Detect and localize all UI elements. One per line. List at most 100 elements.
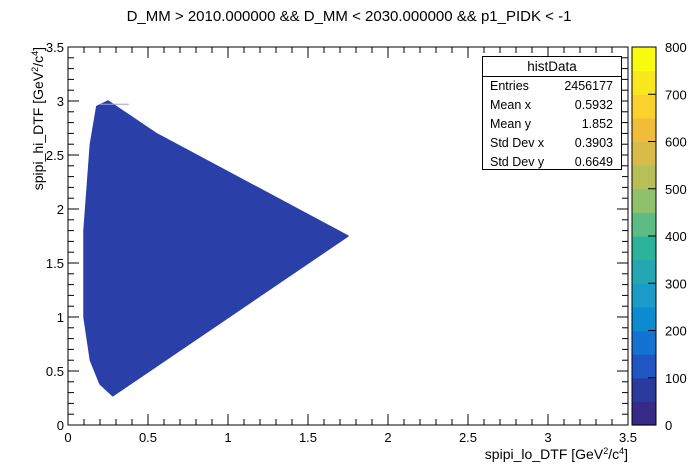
label-text: ] (624, 446, 628, 462)
stats-box: histData Entries 2456177 Mean x 0.5932 M… (482, 56, 622, 170)
label-text: c (30, 56, 46, 63)
colorbar-segment (632, 354, 656, 379)
colorbar-segment (632, 377, 656, 402)
colorbar-segment (632, 306, 656, 332)
label-text: e (30, 81, 46, 89)
stats-row-mean-x: Mean x 0.5932 (483, 96, 621, 115)
label-text: i (510, 446, 513, 462)
y-tick-label: 0 (57, 418, 64, 433)
label-text: o (525, 446, 533, 462)
stats-label: Std Dev y (490, 155, 545, 169)
label-text: p (492, 446, 500, 462)
label-text: p (503, 446, 511, 462)
stats-value: 0.3903 (574, 136, 613, 150)
x-tick-label: 1 (224, 430, 231, 445)
x-tick-label: 1.5 (299, 430, 317, 445)
label-text: l (521, 446, 524, 462)
label-text: p (30, 175, 46, 183)
label-text: c (612, 446, 619, 462)
y-tick-label: 0.5 (46, 364, 64, 379)
x-tick-label: 0 (64, 430, 71, 445)
y-tick-label: 1.5 (46, 256, 64, 271)
label-text: i (500, 446, 503, 462)
label-text: G (575, 446, 586, 462)
superscript: 2 (30, 67, 40, 72)
x-tick-label: 2 (384, 430, 391, 445)
y-tick-label: 2.5 (46, 148, 64, 163)
label-text: / (608, 446, 612, 462)
y-tick-label: 1 (57, 310, 64, 325)
stats-row-mean-y: Mean y 1.852 (483, 115, 621, 134)
label-text: _ (531, 446, 540, 462)
label-text: V (30, 71, 46, 81)
colorbar-tick-label: 100 (665, 371, 687, 386)
label-text: [ (30, 100, 46, 104)
y-tick-label: 2 (57, 202, 64, 217)
chart-title: D_MM > 2010.000000 && D_MM < 2030.000000… (127, 8, 572, 25)
colorbar-segment (632, 188, 656, 213)
colorbar-tick-label: 200 (665, 324, 687, 339)
x-tick-label: 2.5 (459, 430, 477, 445)
colorbar-segment (632, 165, 656, 190)
label-text: T (550, 446, 559, 462)
colorbar-segment (632, 330, 656, 355)
label-text: / (30, 63, 46, 67)
colorbar-tick-label: 300 (665, 276, 687, 291)
colorbar-segment (632, 141, 656, 166)
x-axis-label: spipi_lo_DTF [GeV2/c4] (485, 446, 628, 462)
colorbar-segment (632, 401, 656, 426)
y-axis-label: spipi_hi_DTF [GeV2/c4] (30, 47, 46, 190)
stats-row-stddev-y: Std Dev y 0.6649 (483, 153, 621, 172)
label-text: _ (513, 446, 522, 462)
colorbar-segment (632, 47, 656, 72)
stats-label: Std Dev x (490, 136, 545, 150)
label-text: G (30, 89, 46, 100)
superscript: 4 (30, 51, 40, 56)
x-tick-label: 0.5 (139, 430, 157, 445)
label-text: _ (30, 135, 46, 144)
label-text: i (30, 172, 46, 175)
stats-row-entries: Entries 2456177 (483, 77, 621, 96)
label-text: F (559, 446, 568, 462)
y-tick-label: 3 (57, 94, 64, 109)
colorbar-segment (632, 212, 656, 237)
superscript: 4 (619, 446, 624, 456)
colorbar-tick-label: 0 (665, 418, 672, 433)
x-tick-label: 3 (544, 430, 551, 445)
label-text: [ (571, 446, 575, 462)
colorbar-tick-label: 500 (665, 182, 687, 197)
colorbar-segment (632, 236, 656, 261)
stats-value: 2456177 (564, 79, 613, 93)
stats-label: Entries (490, 79, 529, 93)
colorbar-tick-label: 700 (665, 87, 687, 102)
colorbar-tick-label: 600 (665, 135, 687, 150)
label-text: F (30, 108, 46, 117)
stats-label: Mean x (490, 98, 531, 112)
label-text: ] (30, 47, 46, 51)
label-text: h (30, 146, 46, 154)
stats-row-stddev-x: Std Dev x 0.3903 (483, 134, 621, 153)
label-text: i (30, 143, 46, 146)
populated-region (83, 100, 349, 397)
label-text: p (30, 164, 46, 172)
label-text: V (594, 446, 604, 462)
x-tick-label: 3.5 (619, 430, 637, 445)
colorbar-segment (632, 70, 656, 95)
label-text: _ (30, 153, 46, 162)
heatmap-region (83, 100, 349, 397)
colorbar-segment (632, 117, 656, 143)
colorbar-tick-label: 800 (665, 40, 687, 55)
colorbar-segment (632, 283, 656, 308)
colorbar-segment (632, 94, 656, 119)
colorbar-segment (632, 259, 656, 284)
colorbar: 0 100 200 300 400 500 600 700 800 (631, 40, 687, 433)
stats-title: histData (483, 57, 621, 77)
label-text: D (30, 125, 46, 135)
superscript: 2 (603, 446, 608, 456)
stats-label: Mean y (490, 117, 531, 131)
label-text: s (30, 183, 46, 190)
label-text: T (30, 116, 46, 125)
colorbar-tick-label: 400 (665, 229, 687, 244)
stats-value: 0.5932 (574, 98, 613, 112)
stats-value: 0.6649 (574, 155, 613, 169)
